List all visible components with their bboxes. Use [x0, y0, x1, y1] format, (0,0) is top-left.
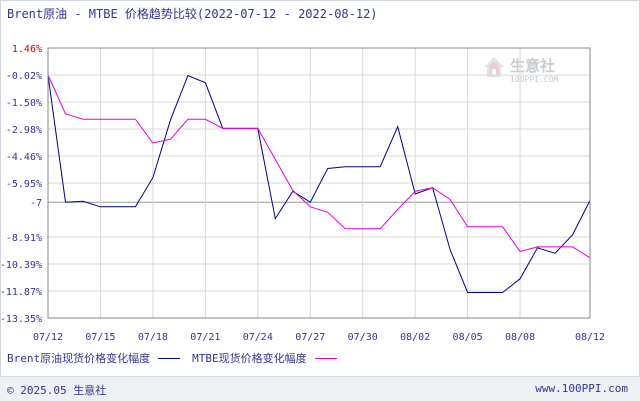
x-tick-label: 07/30	[348, 332, 378, 343]
y-tick-label: -13.35%	[0, 314, 42, 325]
footer-copyright: © 2025.05 生意社	[7, 384, 107, 397]
house-icon	[484, 57, 504, 77]
footer-link[interactable]: www.100PPI.com	[535, 382, 628, 395]
x-tick-label: 07/15	[85, 332, 115, 343]
y-tick-label: -11.87%	[0, 287, 42, 298]
x-tick-label: 08/12	[575, 332, 605, 343]
legend-swatch-mtbe	[314, 357, 337, 359]
watermark-logo: 生意社 100PPI.COM	[482, 55, 574, 89]
grid-lines	[47, 47, 591, 319]
y-axis: 1.46% -0.02% -1.50% -2.98% -4.46% -5.95% -7 -8.…	[0, 44, 42, 325]
x-axis: 07/12 07/15 07/18 07/21 07/24 07/27 07/30 08/02…	[33, 332, 605, 343]
y-tick-label: -8.91%	[6, 233, 42, 244]
x-tick-label: 07/24	[243, 332, 273, 343]
plot-border	[47, 47, 591, 319]
y-tick-label: -5.95%	[6, 179, 42, 190]
chart-title: Brent原油 - MTBE 价格趋势比较(2022-07-12 - 2022-…	[7, 7, 378, 21]
legend-label-mtbe: MTBE现货价格变化幅度	[192, 352, 307, 365]
y-tick-label: -10.39%	[0, 260, 42, 271]
y-tick-label: -2.98%	[6, 125, 42, 136]
x-tick-label: 07/18	[138, 332, 168, 343]
y-tick-label: -1.50%	[6, 98, 42, 109]
footer-bar: © 2025.05 生意社 www.100PPI.com	[0, 376, 640, 401]
series-lines	[47, 74, 591, 293]
legend-swatch-brent	[158, 357, 181, 359]
x-tick-label: 08/08	[505, 332, 535, 343]
legend-label-brent: Brent原油现货价格变化幅度	[7, 352, 151, 365]
watermark-subtext: 100PPI.COM	[510, 75, 559, 84]
watermark-text: 生意社	[510, 57, 556, 75]
y-tick-label: -4.46%	[6, 152, 42, 163]
y-tick-label: 1.46%	[12, 44, 42, 55]
series-line-brent	[47, 74, 591, 293]
x-tick-label: 08/02	[400, 332, 430, 343]
x-tick-label: 07/12	[33, 332, 63, 343]
y-tick-label: -7	[30, 198, 42, 209]
x-tick-label: 07/21	[190, 332, 220, 343]
x-tick-label: 07/27	[295, 332, 325, 343]
series-line-mtbe	[47, 74, 591, 259]
y-tick-label: -0.02%	[6, 71, 42, 82]
legend: Brent原油现货价格变化幅度 MTBE现货价格变化幅度	[7, 350, 349, 366]
x-tick-label: 08/05	[453, 332, 483, 343]
